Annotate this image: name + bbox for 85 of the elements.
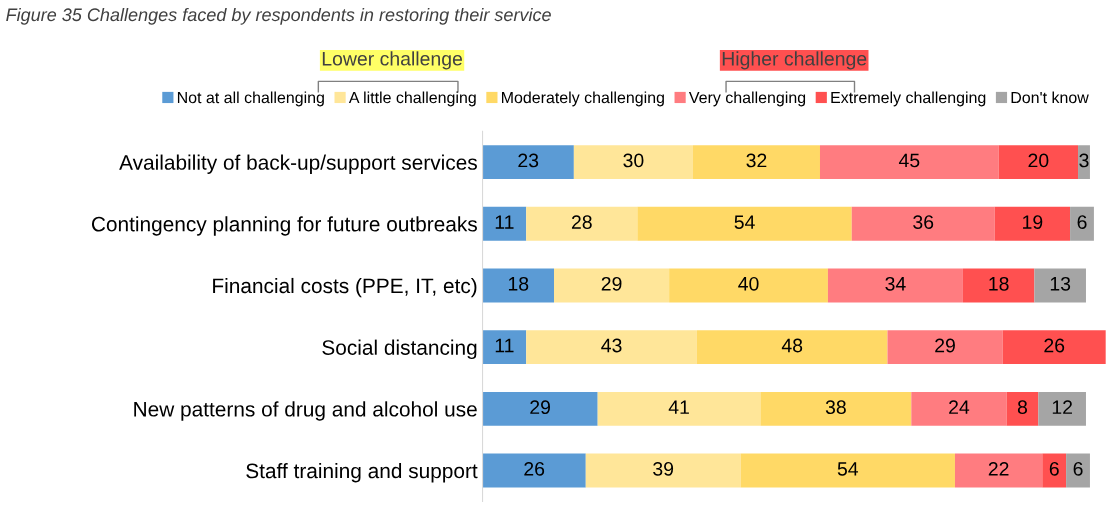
bar xyxy=(482,391,598,426)
data-label: 28 xyxy=(571,215,592,229)
text: Figure 35 Challenges faced by respondents in restoring their service xyxy=(6,7,551,25)
bar xyxy=(526,330,697,365)
data-label: 43 xyxy=(601,338,622,353)
bar xyxy=(819,145,999,180)
data-label: 26 xyxy=(1044,338,1065,353)
data-label: 19 xyxy=(1023,215,1043,229)
bar xyxy=(1078,145,1090,180)
bar xyxy=(637,206,852,241)
legend-label: Moderately challenging xyxy=(502,91,664,107)
data-label: 22 xyxy=(988,461,1009,476)
data-label: 23 xyxy=(518,153,539,168)
bar xyxy=(482,268,554,303)
y-tick-label: Staff training and support xyxy=(246,462,478,483)
bar xyxy=(998,145,1079,180)
legend-label: A little challenging xyxy=(348,91,476,107)
data-label: 34 xyxy=(885,276,906,291)
bar xyxy=(482,145,574,180)
data-label: 3 xyxy=(1079,153,1089,168)
data-label: 18 xyxy=(508,276,529,291)
bar xyxy=(482,453,586,488)
data-label: 32 xyxy=(746,153,767,168)
bar xyxy=(887,330,1003,365)
data-label: 13 xyxy=(1050,276,1071,291)
data-label: 54 xyxy=(837,462,859,476)
bar xyxy=(827,268,963,303)
legend-label: Don't know xyxy=(1011,91,1089,104)
bar xyxy=(962,268,1035,303)
data-label: 18 xyxy=(989,276,1009,291)
bar xyxy=(994,206,1071,241)
bar xyxy=(696,330,888,365)
y-tick-label: Contingency planning for future outbreaks xyxy=(91,216,477,236)
text: Higher challenge xyxy=(722,51,867,70)
bar xyxy=(554,268,670,303)
data-label: 54 xyxy=(734,215,755,229)
y-tick-label: Availability of back-up/support services xyxy=(119,154,477,174)
bar xyxy=(760,391,912,426)
data-label: 38 xyxy=(825,400,846,415)
data-label: 29 xyxy=(601,276,622,291)
bar xyxy=(1034,268,1086,303)
data-label: 29 xyxy=(935,338,955,353)
data-label: 6 xyxy=(1077,215,1087,229)
data-label: 29 xyxy=(530,400,550,415)
bar xyxy=(1006,391,1039,426)
y-tick-label: Social distancing xyxy=(322,339,477,360)
data-label: 6 xyxy=(1049,461,1059,476)
bar xyxy=(740,453,955,488)
bar xyxy=(1042,453,1067,488)
bar xyxy=(851,206,995,241)
data-label: 45 xyxy=(898,153,920,168)
bar xyxy=(526,206,638,241)
data-label: 24 xyxy=(949,400,970,414)
data-label: 12 xyxy=(1052,400,1072,414)
data-label: 8 xyxy=(1017,400,1028,415)
bar xyxy=(597,391,761,426)
y-tick-label: Financial costs (PPE, IT, etc) xyxy=(213,277,477,298)
bar xyxy=(1002,330,1106,365)
data-label: 30 xyxy=(623,153,644,168)
bar xyxy=(1066,453,1090,488)
bar xyxy=(692,145,820,180)
data-label: 48 xyxy=(781,338,803,353)
data-label: 20 xyxy=(1028,153,1049,168)
bar xyxy=(911,391,1007,426)
data-label: 40 xyxy=(738,276,759,291)
bar xyxy=(954,453,1043,488)
data-label: 26 xyxy=(524,461,545,476)
bar xyxy=(482,206,527,241)
bar xyxy=(1038,391,1086,426)
data-label: 11 xyxy=(495,338,514,353)
data-label: 39 xyxy=(653,461,674,476)
legend-label: Extremely challenging xyxy=(831,91,986,107)
bar xyxy=(1070,206,1094,241)
legend-label: Not at all challenging xyxy=(177,91,324,107)
data-label: 11 xyxy=(495,215,514,229)
legend-label: Very challenging xyxy=(688,91,806,107)
data-label: 36 xyxy=(913,215,934,229)
y-tick-label: New patterns of drug and alcohol use xyxy=(134,401,477,421)
bar xyxy=(573,145,693,180)
bar xyxy=(669,268,828,303)
data-label: 6 xyxy=(1073,461,1083,476)
bar xyxy=(482,330,527,365)
text: Lower challenge xyxy=(322,51,463,70)
data-label: 41 xyxy=(668,400,689,414)
bar xyxy=(585,453,741,488)
